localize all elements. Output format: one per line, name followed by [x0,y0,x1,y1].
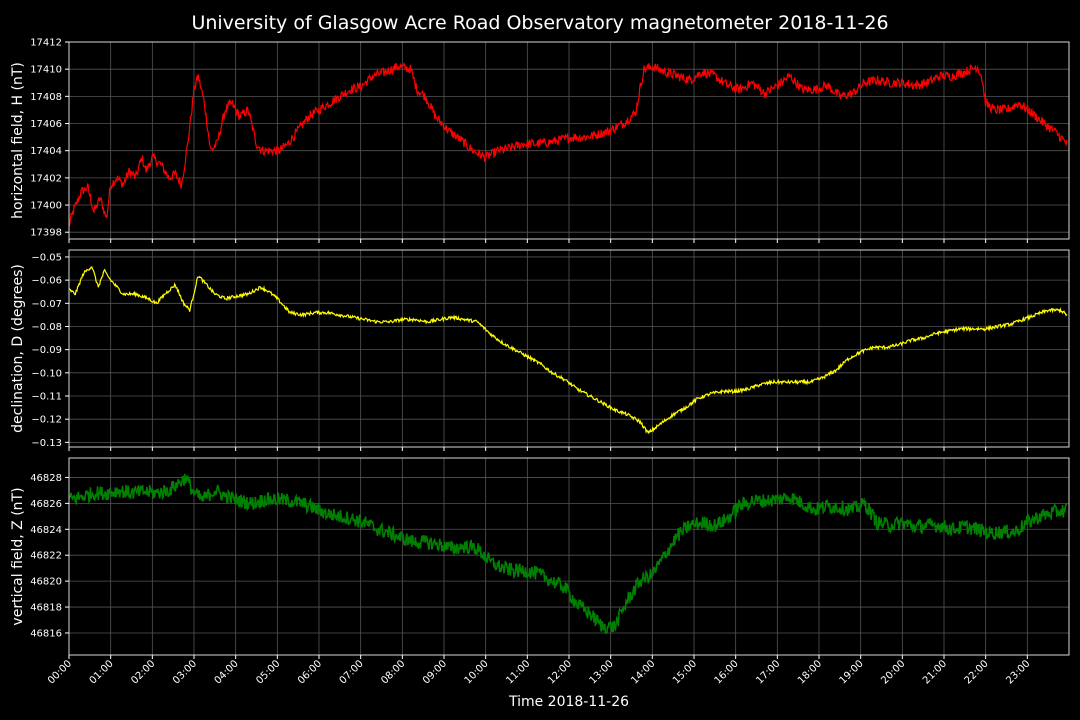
x-tick-label: 14:00 [629,658,657,686]
y-tick-label: 17408 [30,92,62,103]
x-tick-label: 06:00 [296,658,324,686]
x-tick-label: 09:00 [421,658,449,686]
y-axis-label-Z: vertical field, Z (nT) [10,487,26,625]
y-tick-label: 17404 [30,146,62,157]
y-tick-label: 46824 [30,525,62,536]
y-axis-label-H: horizontal field, H (nT) [10,62,26,219]
x-tick-label: 08:00 [379,658,407,686]
x-tick-label: 02:00 [129,658,157,686]
y-tick-label: 46820 [30,577,62,588]
x-tick-label: 04:00 [213,658,241,686]
x-tick-label: 23:00 [1004,658,1032,686]
x-tick-label: 01:00 [88,658,116,686]
y-tick-label: −0.06 [31,276,62,287]
panel-Z: 46816 46818 46820 46822 46824 46826 46828 verti… [10,457,1070,687]
y-tick-label: 17398 [30,228,62,239]
x-tick-label: 12:00 [546,658,574,686]
y-tick-label: −0.10 [31,368,62,379]
y-tick-label: 46826 [30,499,62,510]
x-tick-label: 19:00 [838,658,866,686]
series-line-D [68,266,1068,435]
x-tick-label: 16:00 [713,658,741,686]
x-tick-label: 21:00 [921,658,949,686]
y-tick-label: −0.07 [31,299,62,310]
x-tick-label: 18:00 [796,658,824,686]
x-tick-label: 20:00 [879,658,907,686]
series-line-H [68,62,1068,227]
x-tick-label: 07:00 [338,658,366,686]
series-line-Z [68,473,1068,634]
y-tick-label: −0.05 [31,252,62,263]
x-tick-label: 22:00 [963,658,991,686]
y-tick-label: 46818 [30,603,62,614]
y-tick-label: −0.09 [31,345,62,356]
y-tick-label: 17406 [30,119,62,130]
x-tick-label: 17:00 [754,658,782,686]
y-tick-label: 17410 [30,65,62,76]
grid-D [68,250,1069,447]
y-tick-label: 46816 [30,628,62,639]
chart-title: University of Glasgow Acre Road Observat… [191,12,888,34]
x-axis-label: Time 2018-11-26 [508,694,629,710]
y-tick-label: −0.13 [31,438,62,449]
grid-Z [68,458,1069,655]
y-tick-label: −0.08 [31,322,62,333]
panel-H: 17398 17400 17402 17404 17406 17408 17410 17412… [10,38,1070,243]
x-tick-label: 11:00 [504,658,532,686]
x-tick-label: 13:00 [588,658,616,686]
x-tick-label: 03:00 [171,658,199,686]
y-tick-label: 17402 [30,173,62,184]
y-tick-label: 17412 [30,38,62,49]
x-tick-label: 10:00 [463,658,491,686]
y-axis-label-D: declination, D (degrees) [10,264,26,433]
y-tick-label: −0.11 [31,392,62,403]
y-tick-label: 17400 [30,201,62,212]
panel-D: −0.05 −0.06 −0.07 −0.08 −0.09 −0.10 −0.11 −0.12… [10,249,1070,451]
y-tick-label: −0.12 [31,415,62,426]
x-tick-label: 00:00 [46,658,74,686]
x-tick-label: 15:00 [671,658,699,686]
x-tick-label: 05:00 [254,658,282,686]
y-tick-label: 46828 [30,473,62,484]
y-tick-label: 46822 [30,551,62,562]
